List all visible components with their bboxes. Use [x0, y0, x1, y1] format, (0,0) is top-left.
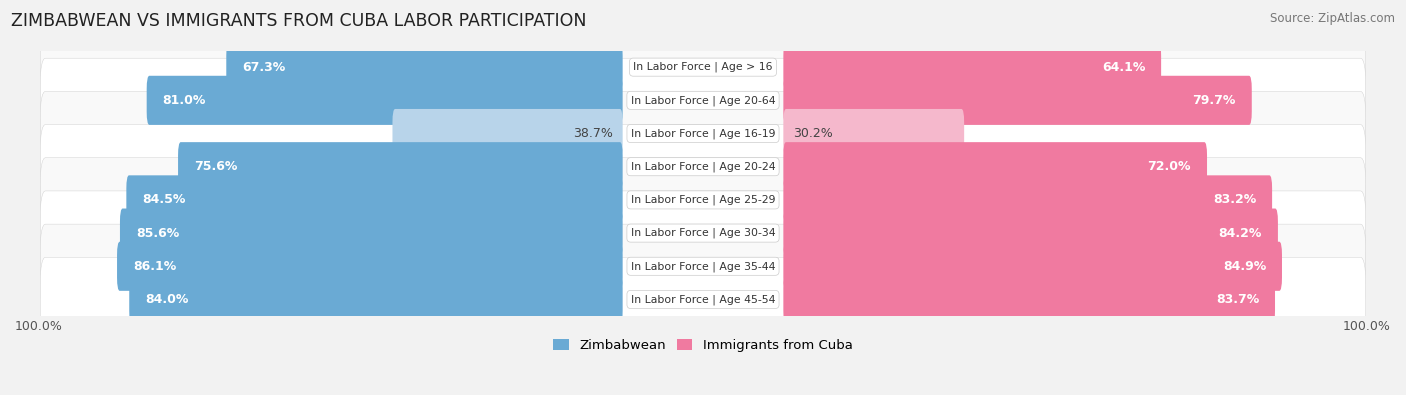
FancyBboxPatch shape — [41, 25, 1365, 109]
Text: 83.2%: 83.2% — [1213, 194, 1256, 207]
FancyBboxPatch shape — [179, 142, 623, 191]
FancyBboxPatch shape — [783, 142, 1206, 191]
FancyBboxPatch shape — [127, 175, 623, 224]
Text: 38.7%: 38.7% — [574, 127, 613, 140]
Text: 81.0%: 81.0% — [163, 94, 207, 107]
Text: Source: ZipAtlas.com: Source: ZipAtlas.com — [1270, 12, 1395, 25]
Text: 75.6%: 75.6% — [194, 160, 238, 173]
Text: 83.7%: 83.7% — [1216, 293, 1258, 306]
Text: 67.3%: 67.3% — [242, 61, 285, 73]
Text: In Labor Force | Age 20-24: In Labor Force | Age 20-24 — [631, 162, 775, 172]
FancyBboxPatch shape — [783, 175, 1272, 224]
Text: ZIMBABWEAN VS IMMIGRANTS FROM CUBA LABOR PARTICIPATION: ZIMBABWEAN VS IMMIGRANTS FROM CUBA LABOR… — [11, 12, 586, 30]
FancyBboxPatch shape — [129, 275, 623, 324]
Text: 79.7%: 79.7% — [1192, 94, 1236, 107]
Text: In Labor Force | Age 16-19: In Labor Force | Age 16-19 — [631, 128, 775, 139]
Text: In Labor Force | Age 20-64: In Labor Force | Age 20-64 — [631, 95, 775, 105]
FancyBboxPatch shape — [41, 224, 1365, 308]
Text: In Labor Force | Age 25-29: In Labor Force | Age 25-29 — [631, 195, 775, 205]
Text: In Labor Force | Age 35-44: In Labor Force | Age 35-44 — [631, 261, 775, 271]
Text: In Labor Force | Age > 16: In Labor Force | Age > 16 — [633, 62, 773, 72]
Legend: Zimbabwean, Immigrants from Cuba: Zimbabwean, Immigrants from Cuba — [548, 334, 858, 357]
Text: 64.1%: 64.1% — [1102, 61, 1144, 73]
Text: 84.5%: 84.5% — [142, 194, 186, 207]
FancyBboxPatch shape — [783, 275, 1275, 324]
FancyBboxPatch shape — [392, 109, 623, 158]
FancyBboxPatch shape — [146, 76, 623, 125]
Text: 85.6%: 85.6% — [136, 227, 179, 240]
Text: 86.1%: 86.1% — [134, 260, 176, 273]
Text: 30.2%: 30.2% — [793, 127, 832, 140]
FancyBboxPatch shape — [41, 58, 1365, 143]
FancyBboxPatch shape — [120, 209, 623, 258]
FancyBboxPatch shape — [41, 257, 1365, 342]
Text: 72.0%: 72.0% — [1147, 160, 1191, 173]
Text: In Labor Force | Age 45-54: In Labor Force | Age 45-54 — [631, 294, 775, 305]
Text: 84.9%: 84.9% — [1223, 260, 1265, 273]
Text: In Labor Force | Age 30-34: In Labor Force | Age 30-34 — [631, 228, 775, 238]
FancyBboxPatch shape — [41, 124, 1365, 209]
FancyBboxPatch shape — [783, 242, 1282, 291]
FancyBboxPatch shape — [783, 43, 1161, 92]
FancyBboxPatch shape — [117, 242, 623, 291]
FancyBboxPatch shape — [783, 76, 1251, 125]
FancyBboxPatch shape — [41, 158, 1365, 242]
FancyBboxPatch shape — [41, 91, 1365, 176]
FancyBboxPatch shape — [783, 109, 965, 158]
Text: 84.2%: 84.2% — [1219, 227, 1263, 240]
FancyBboxPatch shape — [41, 191, 1365, 275]
FancyBboxPatch shape — [783, 209, 1278, 258]
Text: 84.0%: 84.0% — [145, 293, 188, 306]
FancyBboxPatch shape — [226, 43, 623, 92]
